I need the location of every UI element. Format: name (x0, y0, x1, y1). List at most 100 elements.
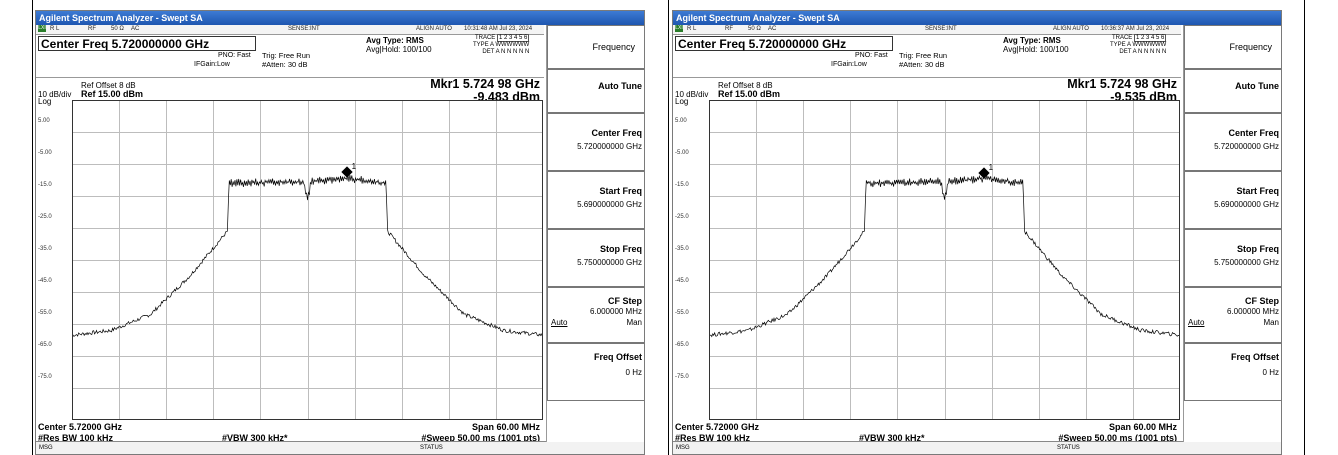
atten-setting: #Atten: 30 dB (899, 60, 945, 69)
trace-label: TRACE (474, 35, 496, 41)
start-freq-button[interactable]: Start Freq 5.690000000 GHz (1184, 171, 1281, 229)
grid-line-horizontal (72, 324, 543, 325)
menu-title-frequency: Frequency (547, 25, 644, 69)
grid-line-horizontal (709, 292, 1180, 293)
grid-line-horizontal (709, 356, 1180, 357)
vbw-label: #VBW 300 kHz* (859, 433, 925, 443)
rf-indicator: RF (88, 26, 96, 32)
trace-table: TRACE 1 2 3 4 5 6 TYPE A WWWWWW DET A N … (1110, 34, 1167, 56)
auto-tune-button[interactable]: Auto Tune (547, 69, 644, 113)
cf-step-button[interactable]: CF Step 6.000000 MHz Auto Man (1184, 287, 1281, 343)
freq-offset-button[interactable]: Freq Offset 0 Hz (547, 343, 644, 401)
spectrum-analyzer-window-1: Agilent Spectrum Analyzer - Swept SA LXI… (35, 10, 645, 455)
rbw-label: #Res BW 100 kHz (675, 433, 751, 443)
grid-line-horizontal (72, 292, 543, 293)
center-freq-button[interactable]: Center Freq 5.720000000 GHz (1184, 113, 1281, 171)
grid-line-horizontal (709, 388, 1180, 389)
status-label: STATUS (420, 445, 443, 451)
trace-svg (709, 174, 1180, 338)
y-tick-label: -55.0 (675, 310, 689, 316)
y-tick-label: -5.00 (675, 150, 689, 156)
pno-setting: PNO: Fast (218, 52, 251, 59)
message-bar: MSG STATUS (36, 441, 644, 454)
timestamp: 10:31:48 AM Jul 23, 2024 (464, 26, 533, 32)
sweep-label: #Sweep 50.00 ms (1001 pts) (421, 433, 540, 443)
avg-hold: Avg|Hold: 100/100 (1003, 45, 1069, 54)
vbw-label: #VBW 300 kHz* (222, 433, 288, 443)
window-title: Agilent Spectrum Analyzer - Swept SA (673, 11, 1281, 25)
trigger-setting: Trig: Free Run (262, 51, 311, 60)
trace-line (709, 174, 1180, 338)
ref-level: Ref 15.00 dBm (718, 89, 781, 99)
center-frequency-label: Center 5.72000 GHz (38, 422, 123, 432)
grid-line-vertical (1132, 100, 1134, 420)
freq-offset-button[interactable]: Freq Offset 0 Hz (1184, 343, 1281, 401)
cf-step-auto[interactable]: Auto (1188, 318, 1205, 327)
center-freq-display[interactable]: Center Freq 5.720000000 GHz (38, 36, 256, 51)
table-border-mid (668, 0, 669, 455)
graticule-frame (709, 100, 1180, 420)
y-tick-label: -5.00 (38, 150, 52, 156)
auto-tune-button[interactable]: Auto Tune (1184, 69, 1281, 113)
grid-line-vertical (448, 100, 450, 420)
y-tick-label: -15.0 (38, 182, 52, 188)
y-tick-label: -15.0 (675, 182, 689, 188)
cf-step-auto[interactable]: Auto (551, 318, 568, 327)
trigger-setting: Trig: Free Run (899, 51, 948, 60)
y-tick-label: -35.0 (675, 246, 689, 252)
center-freq-display[interactable]: Center Freq 5.720000000 GHz (675, 36, 893, 51)
cf-step-man[interactable]: Man (626, 318, 642, 327)
y-tick-label: -75.0 (675, 374, 689, 380)
log-scale-label: Log (675, 97, 689, 106)
type-values: A WWWWWW (1127, 42, 1167, 48)
span-label: Span 60.00 MHz (471, 422, 540, 432)
y-tick-label: 5.00 (38, 118, 50, 124)
start-freq-button[interactable]: Start Freq 5.690000000 GHz (547, 171, 644, 229)
y-tick-label: -65.0 (38, 342, 52, 348)
reference-row (673, 77, 1181, 98)
table-border-left (32, 0, 33, 455)
stop-freq-button[interactable]: Stop Freq 5.750000000 GHz (547, 229, 644, 287)
ifgain-setting: IFGain:Low (831, 61, 867, 68)
grid-line-vertical (495, 100, 497, 420)
marker-frequency: Mkr1 5.724 98 GHz (1067, 77, 1177, 91)
y-tick-label: 5.00 (675, 118, 687, 124)
cf-step-man[interactable]: Man (1263, 318, 1279, 327)
coupling-indicator: AC (131, 26, 140, 32)
frequency-menu: Frequency Auto Tune Center Freq 5.720000… (1183, 25, 1281, 442)
spectrum-analyzer-window-2: Agilent Spectrum Analyzer - Swept SA LXI… (672, 10, 1282, 455)
rl-indicator: R L (687, 26, 697, 32)
y-tick-label: -25.0 (675, 214, 689, 220)
grid-line-vertical (1085, 100, 1087, 420)
grid-line-horizontal (72, 260, 543, 261)
ref-offset: Ref Offset 8 dB (718, 81, 773, 90)
table-border-right (1304, 0, 1305, 455)
det-values: A N N N N N (1132, 49, 1167, 55)
grid-line-vertical (991, 100, 993, 420)
stop-freq-button[interactable]: Stop Freq 5.750000000 GHz (1184, 229, 1281, 287)
y-tick-label: -55.0 (38, 310, 52, 316)
y-tick-label: -35.0 (38, 246, 52, 252)
center-freq-button[interactable]: Center Freq 5.720000000 GHz (547, 113, 644, 171)
marker-number: 1 (988, 162, 994, 172)
msg-label: MSG (39, 445, 53, 451)
spectrum-display: 1 (709, 100, 1180, 420)
type-values: A WWWWWW (490, 42, 530, 48)
avg-hold: Avg|Hold: 100/100 (366, 45, 432, 54)
align-indicator: ALIGN AUTO (1053, 26, 1089, 32)
span-label: Span 60.00 MHz (1108, 422, 1177, 432)
msg-label: MSG (676, 445, 690, 451)
pno-setting: PNO: Fast (855, 52, 888, 59)
spectrum-display: 1 (72, 100, 543, 420)
grid-line-vertical (1038, 100, 1040, 420)
trace-svg (72, 174, 543, 337)
det-label: DET (1119, 49, 1132, 55)
center-frequency-label: Center 5.72000 GHz (675, 422, 760, 432)
cf-step-button[interactable]: CF Step 6.000000 MHz Auto Man (547, 287, 644, 343)
timestamp: 10:36:37 AM Jul 23, 2024 (1101, 26, 1170, 32)
grid-line-horizontal (709, 324, 1180, 325)
log-scale-label: Log (38, 97, 52, 106)
status-line: LXI R L RF 50 Ω AC SENSE:INT ALIGN AUTO … (36, 25, 544, 35)
reference-row (36, 77, 544, 98)
lxi-icon: LXI (38, 25, 46, 32)
